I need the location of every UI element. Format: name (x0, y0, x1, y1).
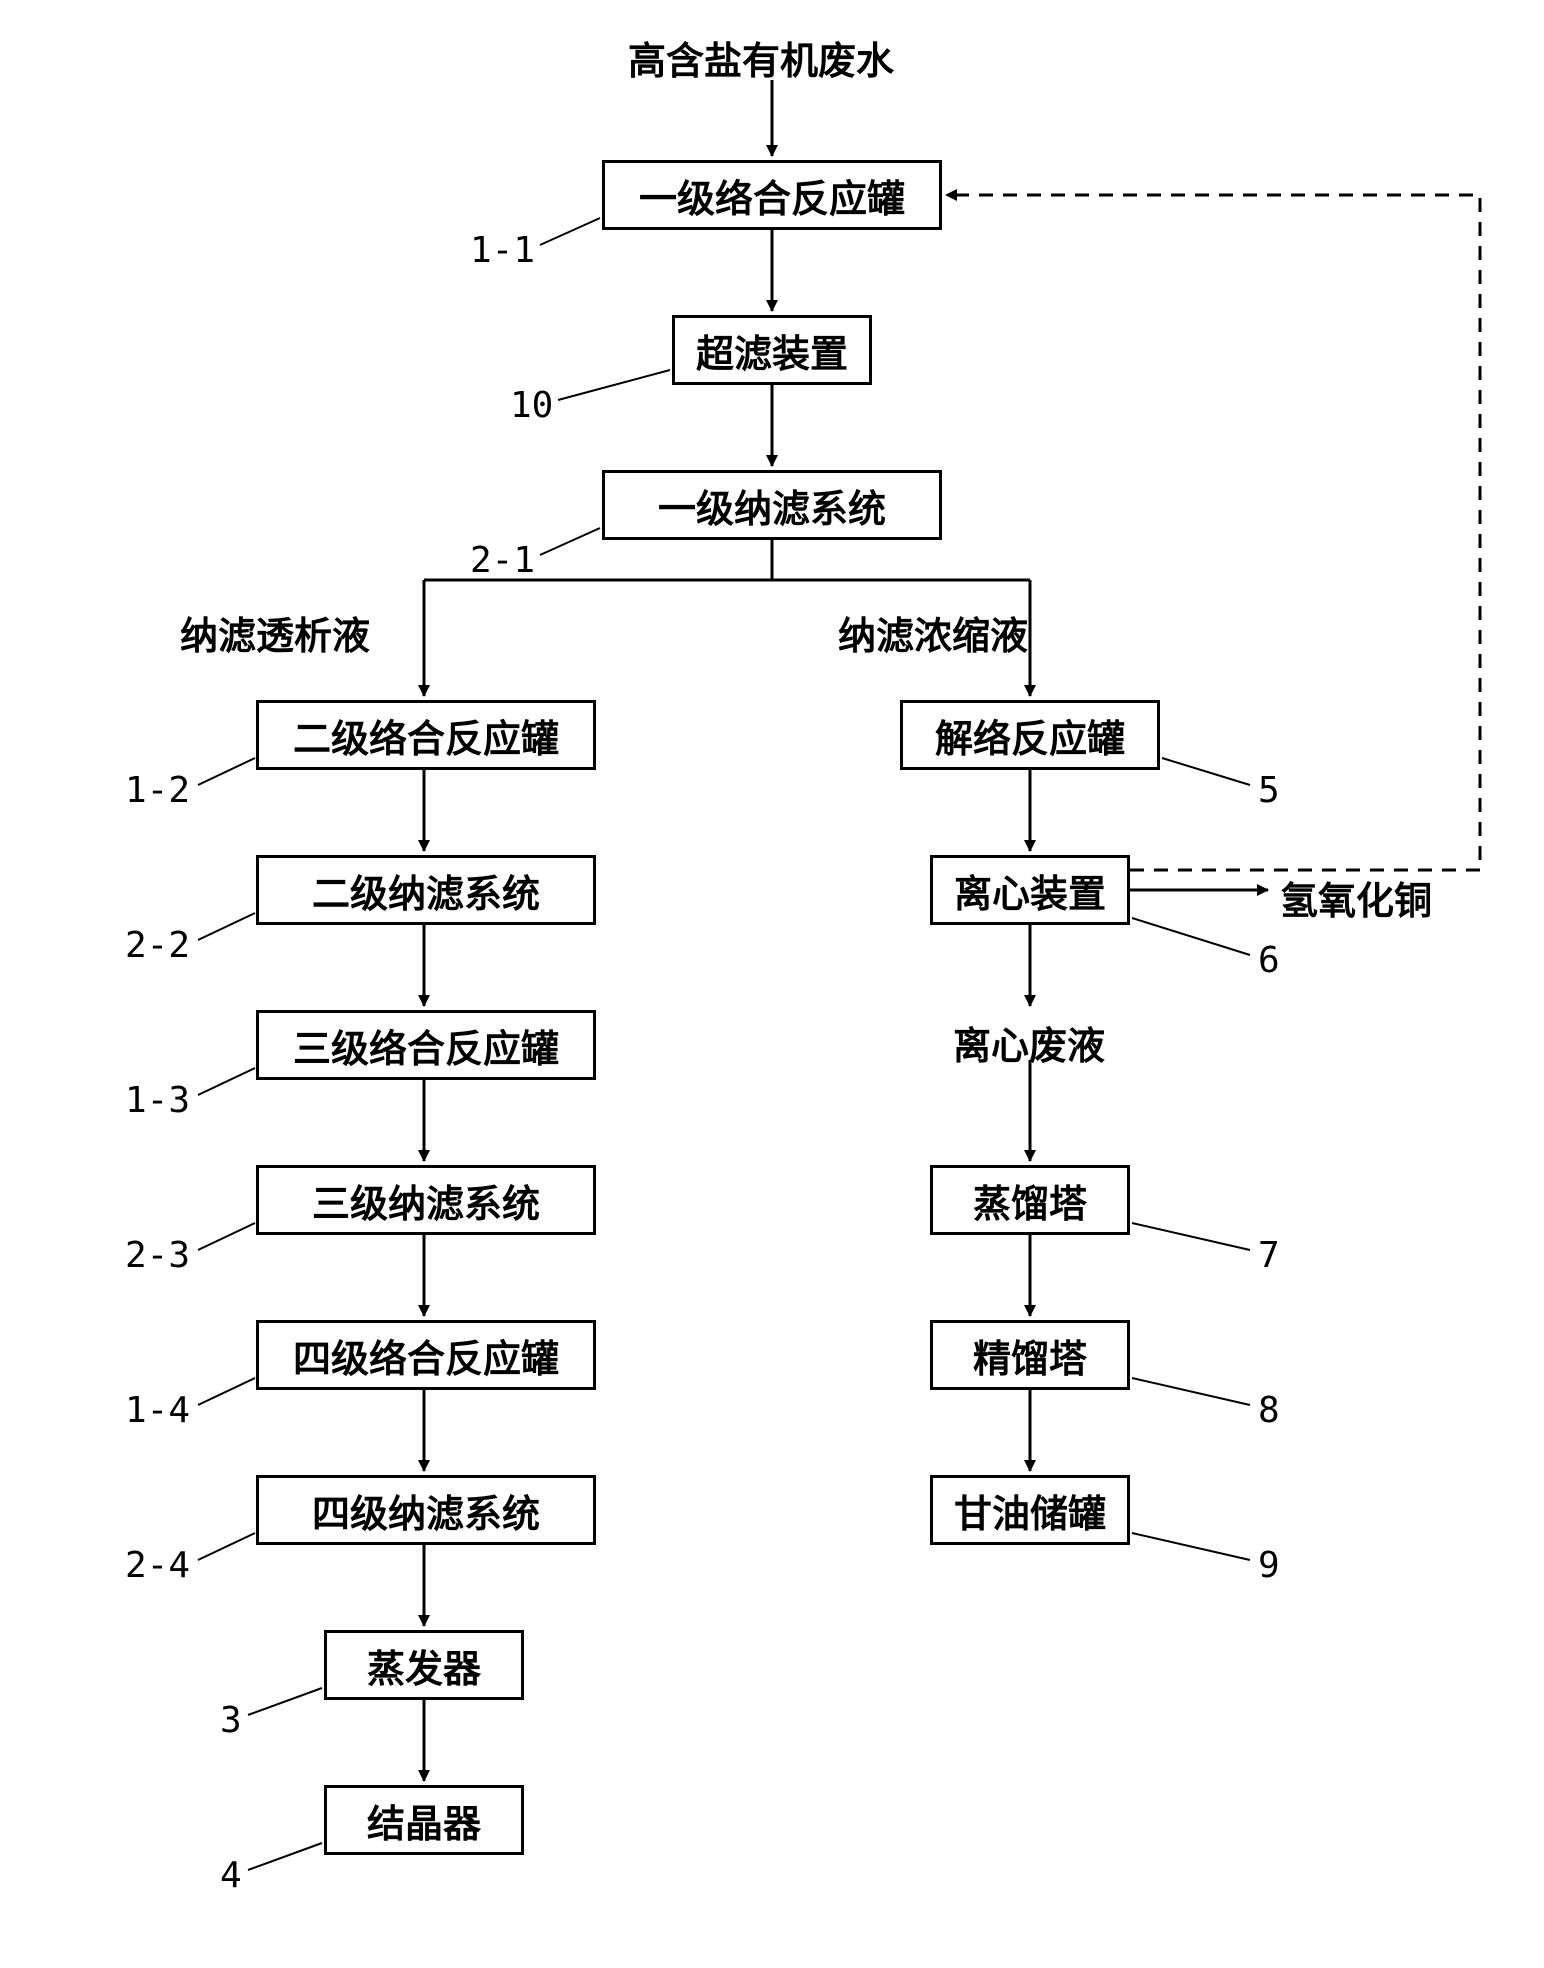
num-1-2: 1-2 (125, 770, 190, 811)
node-5: 解络反应罐 (900, 700, 1160, 770)
node-8: 精馏塔 (930, 1320, 1130, 1390)
concentrate-label: 纳滤浓缩液 (838, 605, 1028, 660)
num-3: 3 (220, 1700, 242, 1741)
num-2-1: 2-1 (470, 540, 535, 581)
num-1-4: 1-4 (125, 1390, 190, 1431)
node-2-1: 一级纳滤系统 (602, 470, 942, 540)
permeate-label: 纳滤透析液 (180, 605, 370, 660)
node-3: 蒸发器 (324, 1630, 524, 1700)
node-2-3: 三级纳滤系统 (256, 1165, 596, 1235)
node-1-2-text: 二级络合反应罐 (293, 708, 559, 763)
node-1-1-text: 一级络合反应罐 (639, 168, 905, 223)
num-9: 9 (1258, 1545, 1280, 1586)
node-2-3-text: 三级纳滤系统 (312, 1173, 540, 1228)
node-8-text: 精馏塔 (973, 1328, 1087, 1383)
num-10: 10 (510, 385, 553, 426)
node-10-text: 超滤装置 (696, 323, 848, 378)
node-6-text: 离心装置 (954, 863, 1106, 918)
num-4: 4 (220, 1855, 242, 1896)
num-1-3: 1-3 (125, 1080, 190, 1121)
num-2-3: 2-3 (125, 1235, 190, 1276)
connectors (0, 0, 1544, 1968)
node-2-4: 四级纳滤系统 (256, 1475, 596, 1545)
node-9: 甘油储罐 (930, 1475, 1130, 1545)
node-7: 蒸馏塔 (930, 1165, 1130, 1235)
num-2-4: 2-4 (125, 1545, 190, 1586)
num-1-1: 1-1 (470, 230, 535, 271)
node-1-3-text: 三级络合反应罐 (293, 1018, 559, 1073)
title-label: 高含盐有机废水 (628, 30, 894, 85)
node-2-2-text: 二级纳滤系统 (312, 863, 540, 918)
num-5: 5 (1258, 770, 1280, 811)
node-2-2: 二级纳滤系统 (256, 855, 596, 925)
node-1-4-text: 四级络合反应罐 (293, 1328, 559, 1383)
node-2-1-text: 一级纳滤系统 (658, 478, 886, 533)
node-7-text: 蒸馏塔 (973, 1173, 1087, 1228)
node-1-2: 二级络合反应罐 (256, 700, 596, 770)
node-6: 离心装置 (930, 855, 1130, 925)
num-6: 6 (1258, 940, 1280, 981)
node-3-text: 蒸发器 (367, 1638, 481, 1693)
node-10: 超滤装置 (672, 315, 872, 385)
node-9-text: 甘油储罐 (954, 1483, 1106, 1538)
node-1-3: 三级络合反应罐 (256, 1010, 596, 1080)
centrifuge-waste-label: 离心废液 (953, 1015, 1105, 1070)
node-1-4: 四级络合反应罐 (256, 1320, 596, 1390)
node-5-text: 解络反应罐 (935, 708, 1125, 763)
node-4-text: 结晶器 (367, 1793, 481, 1848)
node-4: 结晶器 (324, 1785, 524, 1855)
num-7: 7 (1258, 1235, 1280, 1276)
num-8: 8 (1258, 1390, 1280, 1431)
node-2-4-text: 四级纳滤系统 (312, 1483, 540, 1538)
num-2-2: 2-2 (125, 925, 190, 966)
cuoh2-label: 氢氧化铜 (1280, 870, 1432, 925)
node-1-1: 一级络合反应罐 (602, 160, 942, 230)
